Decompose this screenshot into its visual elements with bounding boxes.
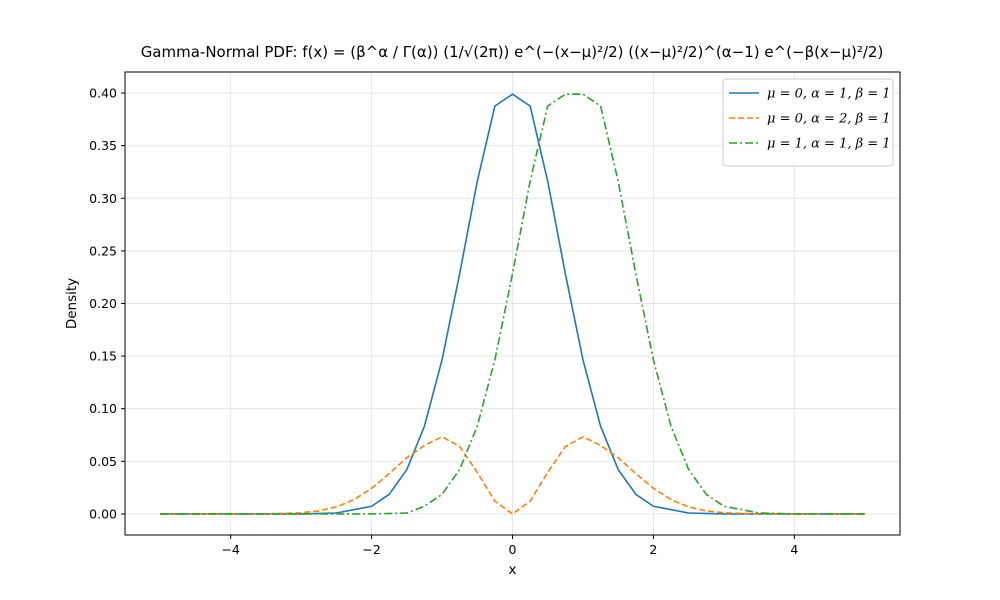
- y-tick-label: 0.25: [89, 243, 117, 258]
- y-tick-label: 0.30: [89, 191, 117, 206]
- series-layer: [160, 93, 865, 515]
- y-axis: 0.00 0.05 0.10 0.15 0.20 0.25 0.30 0.35 0.40: [89, 86, 125, 521]
- legend: μ = 0, α = 1, β = 1 μ = 0, α = 2, β = 1 μ …: [722, 78, 894, 167]
- x-axis: −4 −2 0 2 4: [221, 535, 798, 557]
- y-tick-label: 0.05: [89, 454, 117, 469]
- chart-title: Gamma-Normal PDF: f(x) = (β^α / Γ(α)) (1…: [141, 43, 884, 61]
- y-tick-label: 0.40: [89, 86, 117, 101]
- y-tick-label: 0.10: [89, 401, 117, 416]
- series-line-2: [160, 436, 865, 515]
- x-tick-label: 2: [649, 542, 657, 557]
- x-tick-label: −4: [221, 542, 239, 557]
- y-tick-label: 0.15: [89, 349, 117, 364]
- series-line-3: [160, 93, 865, 515]
- y-axis-label: Density: [64, 278, 80, 329]
- legend-box: [722, 78, 894, 167]
- y-tick-label: 0.00: [89, 506, 117, 521]
- legend-label-1: μ = 0, α = 1, β = 1: [767, 87, 891, 102]
- y-tick-label: 0.35: [89, 138, 117, 153]
- legend-label-2: μ = 0, α = 2, β = 1: [767, 112, 891, 127]
- x-tick-label: −2: [362, 542, 380, 557]
- legend-label-3: μ = 1, α = 1, β = 1: [767, 137, 891, 152]
- x-tick-label: 0: [509, 542, 517, 557]
- y-tick-label: 0.20: [89, 296, 117, 311]
- x-tick-label: 4: [790, 542, 798, 557]
- x-axis-label: x: [509, 562, 517, 578]
- chart-title-text: Gamma-Normal PDF: f(x) = (β^α / Γ(α)) (1…: [141, 43, 884, 61]
